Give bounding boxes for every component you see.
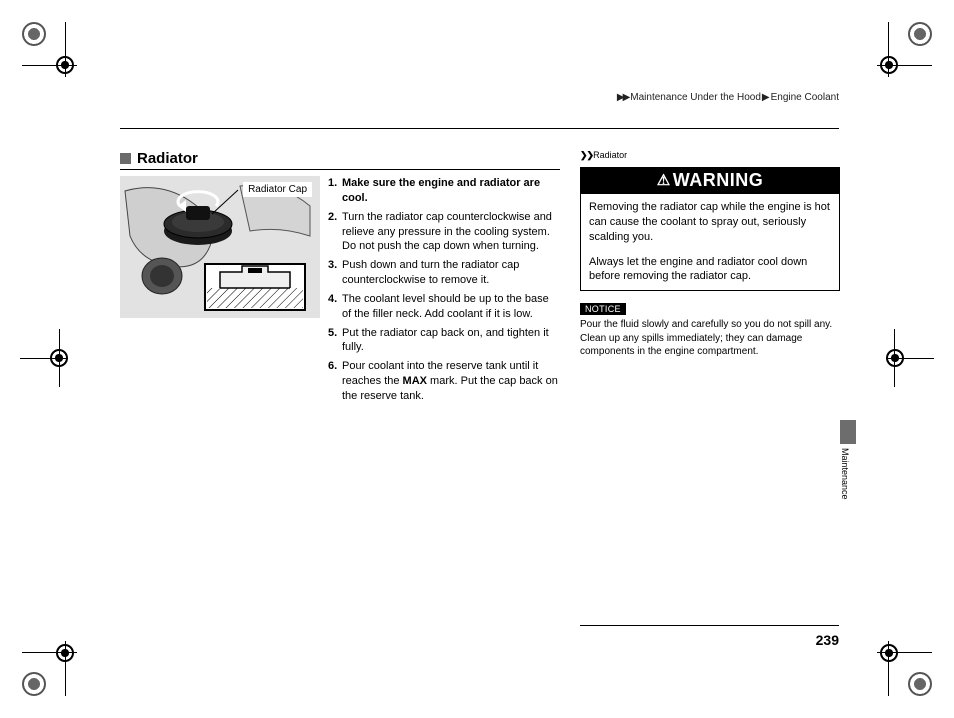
step-item: 6. Pour coolant into the reserve tank unt…	[328, 359, 560, 404]
reference-arrows-icon: ❯❯	[580, 150, 593, 160]
notice-label: NOTICE	[580, 303, 626, 315]
crop-mark-icon	[22, 22, 92, 92]
warning-paragraph: Removing the radiator cap while the engi…	[589, 200, 831, 245]
step-number: 1.	[328, 176, 337, 191]
crop-mark-icon	[874, 349, 934, 369]
crop-mark-icon	[862, 22, 932, 92]
crop-mark-icon	[20, 349, 80, 369]
crop-mark-icon	[862, 626, 932, 696]
breadcrumb-part2: Engine Coolant	[771, 92, 839, 103]
main-content: Radiator	[120, 150, 560, 408]
step-number: 4.	[328, 292, 337, 307]
breadcrumb-arrows-icon: ▶▶	[617, 92, 628, 103]
step-item: 5. Put the radiator cap back on, and tigh…	[328, 326, 560, 356]
breadcrumb-sep-icon: ▶	[762, 92, 770, 103]
step-number: 2.	[328, 210, 337, 225]
section-title-text: Radiator	[137, 150, 198, 167]
warning-header: ⚠WARNING	[581, 168, 839, 194]
step-item: 3. Push down and turn the radiator cap co…	[328, 258, 560, 288]
cross-reference: ❯❯Radiator	[580, 150, 840, 161]
step-item: 2. Turn the radiator cap counterclockwise…	[328, 210, 560, 255]
breadcrumb-part1: Maintenance Under the Hood	[630, 92, 761, 103]
step-item: 1. Make sure the engine and radiator are …	[328, 176, 560, 206]
figure-callout-label: Radiator Cap	[243, 182, 312, 197]
step-number: 5.	[328, 326, 337, 341]
step-text: Push down and turn the radiator cap coun…	[342, 259, 519, 286]
step-text: Turn the radiator cap counterclockwise a…	[342, 211, 552, 253]
warning-box: ⚠WARNING Removing the radiator cap while…	[580, 167, 840, 291]
warning-paragraph: Always let the engine and radiator cool …	[589, 255, 831, 285]
step-text: Make sure the engine and radiator are co…	[342, 177, 540, 204]
warning-title: WARNING	[673, 170, 764, 190]
step-number: 3.	[328, 258, 337, 273]
section-heading: Radiator	[120, 150, 560, 170]
page-number: 239	[816, 632, 839, 648]
step-number: 6.	[328, 359, 337, 374]
crop-mark-icon	[22, 626, 92, 696]
step-text: Pour coolant into the reserve tank until…	[342, 360, 558, 402]
tab-label: Maintenance	[840, 448, 850, 500]
radiator-illustration: Radiator Cap	[120, 176, 320, 318]
divider	[580, 625, 839, 626]
step-text: Put the radiator cap back on, and tighte…	[342, 327, 549, 354]
sidebar-content: ❯❯Radiator ⚠WARNING Removing the radiato…	[580, 150, 840, 359]
breadcrumb: ▶▶Maintenance Under the Hood▶Engine Cool…	[617, 92, 839, 103]
reference-text: Radiator	[593, 150, 627, 160]
step-text: The coolant level should be up to the ba…	[342, 293, 549, 320]
chapter-tab: Maintenance	[840, 420, 856, 510]
divider	[120, 128, 839, 129]
warning-triangle-icon: ⚠	[657, 172, 671, 189]
warning-body: Removing the radiator cap while the engi…	[581, 194, 839, 290]
square-bullet-icon	[120, 153, 131, 164]
manual-page: ▶▶Maintenance Under the Hood▶Engine Cool…	[0, 0, 954, 718]
step-item: 4. The coolant level should be up to the …	[328, 292, 560, 322]
radiator-diagram-icon	[120, 176, 320, 318]
tab-marker-icon	[840, 420, 856, 444]
notice-text: Pour the fluid slowly and carefully so y…	[580, 318, 840, 359]
procedure-steps: 1. Make sure the engine and radiator are …	[328, 176, 560, 404]
